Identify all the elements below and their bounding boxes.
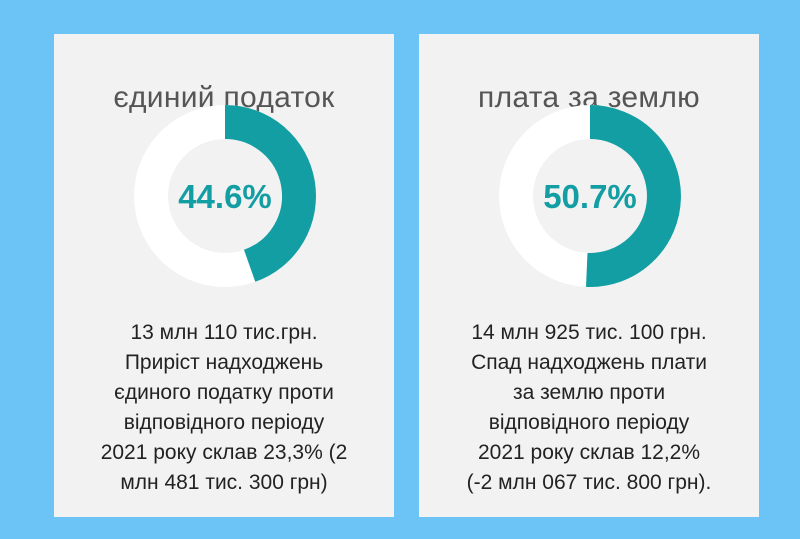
description-line: Приріст надходжень — [124, 351, 324, 374]
description-line: 2021 року склав 12,2% — [477, 441, 701, 464]
card-description: 13 млн 110 тис.грн. Приріст надходжень є… — [64, 318, 384, 498]
description-line: 14 млн 925 тис. 100 грн. — [471, 321, 707, 344]
description-line: млн 481 тис. 300 грн) — [120, 471, 328, 494]
description-line: 13 млн 110 тис.грн. — [130, 321, 318, 344]
donut-chart-single-tax: 44.6% — [134, 105, 316, 287]
card-description: 14 млн 925 тис. 100 грн. Спад надходжень… — [429, 318, 749, 498]
description-line: 2021 року склав 23,3% (2 — [100, 441, 348, 464]
description-line: Спад надходжень плати — [471, 351, 707, 374]
description-line: відповідного періоду — [488, 411, 690, 434]
description-line: відповідного періоду — [123, 411, 325, 434]
donut-value-arc — [224, 105, 316, 282]
card-single-tax: єдиний податок 44.6% 13 млн 110 тис.грн.… — [54, 34, 394, 517]
description-line: за землю проти — [512, 381, 666, 404]
description-line: єдиного податку проти — [114, 381, 334, 404]
card-land-fee: плата за землю 50.7% 14 млн 925 тис. 100… — [419, 34, 759, 517]
donut-value-label: 50.7% — [543, 178, 637, 215]
description-line: (-2 млн 067 тис. 800 грн). — [466, 471, 712, 494]
donut-value-label: 44.6% — [178, 178, 272, 215]
donut-value-arc — [586, 105, 681, 287]
donut-chart-land-fee: 50.7% — [499, 105, 681, 287]
